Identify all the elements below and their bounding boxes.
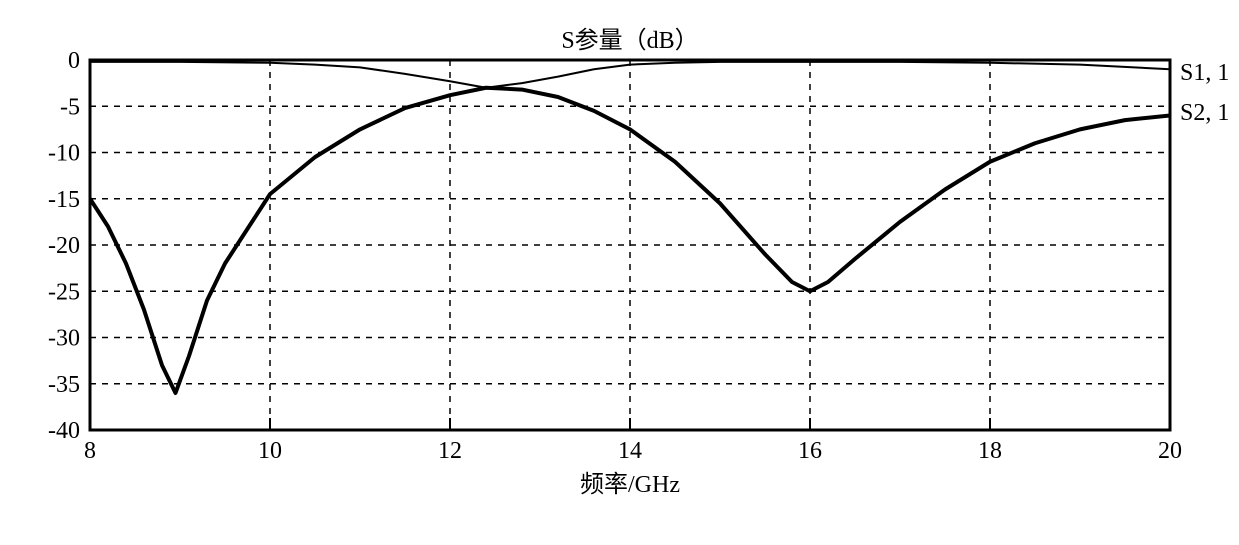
- ytick-label: 0: [68, 48, 80, 74]
- ytick-label: -30: [48, 326, 80, 352]
- x-axis-label: 频率/GHz: [580, 471, 680, 498]
- s-parameter-chart: S参量（dB） 0 -5 -10 -15 -20 -25 -30 -35 -408 10 12 14 16…: [20, 20, 1239, 525]
- ytick-label: -10: [48, 141, 80, 167]
- chart-svg: S参量（dB） 0 -5 -10 -15 -20 -25 -30 -35 -408 10 12 14 16…: [20, 20, 1239, 525]
- xtick-label: 10: [258, 438, 282, 464]
- ytick-label: -15: [48, 187, 80, 213]
- ytick-label: -40: [48, 418, 80, 444]
- xtick-label: 14: [618, 438, 642, 464]
- xtick-label: 18: [978, 438, 1002, 464]
- xtick-label: 16: [798, 438, 822, 464]
- ytick-label: -25: [48, 279, 80, 305]
- legend-s21: S2, 1: [1180, 100, 1229, 126]
- ytick-label: -5: [60, 94, 80, 120]
- chart-title: S参量（dB）: [561, 27, 698, 54]
- ytick-label: -35: [48, 372, 80, 398]
- xtick-label: 8: [84, 438, 96, 464]
- xtick-label: 12: [438, 438, 462, 464]
- xtick-label: 20: [1158, 438, 1182, 464]
- legend-s11: S1, 1: [1180, 60, 1229, 86]
- ytick-label: -20: [48, 233, 80, 259]
